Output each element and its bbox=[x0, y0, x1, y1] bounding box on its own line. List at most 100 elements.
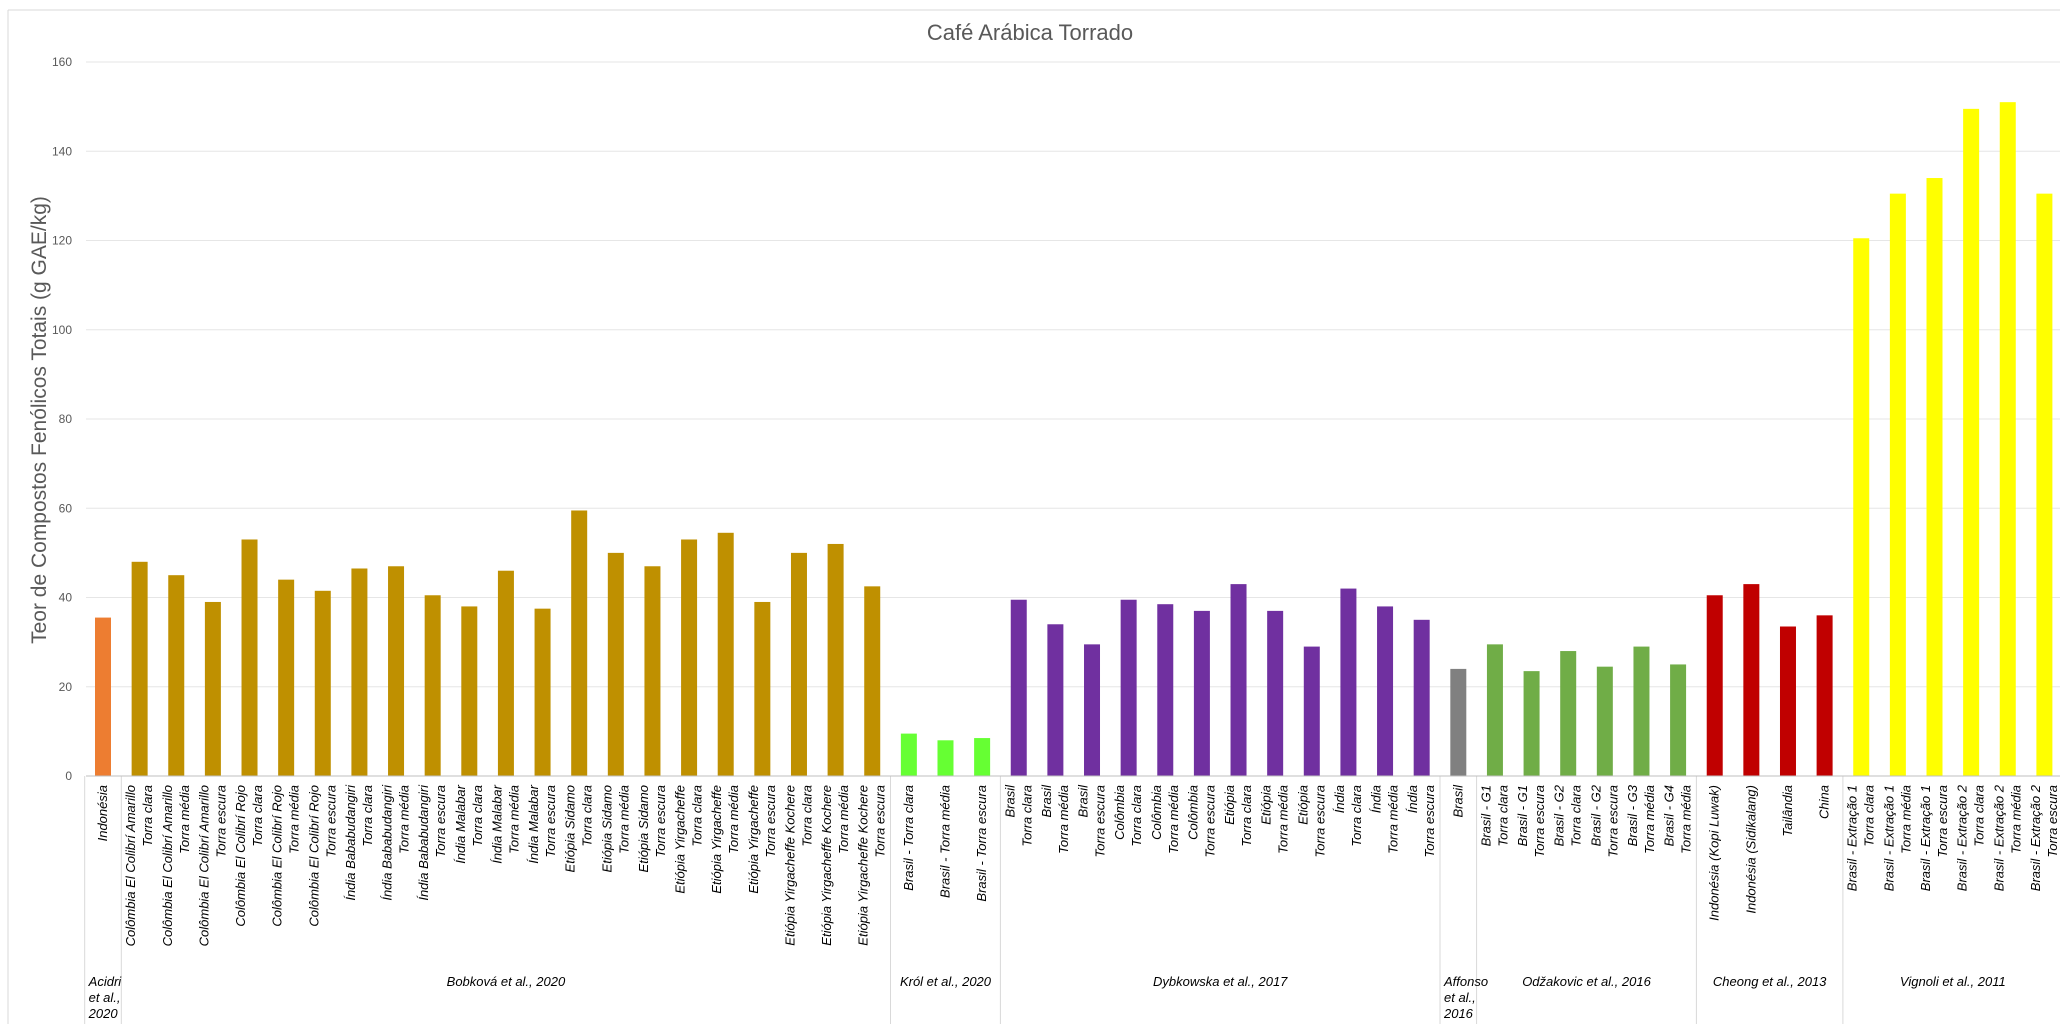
bar bbox=[1633, 646, 1650, 776]
x-tick-label: Etiópia Yirgacheffe bbox=[746, 785, 761, 894]
bar bbox=[1230, 584, 1247, 776]
bar bbox=[461, 606, 478, 776]
bar bbox=[644, 566, 661, 776]
x-tick-label: Brasil bbox=[1002, 784, 1017, 818]
x-tick-label: Torra média bbox=[616, 785, 631, 854]
x-tick-label: Brasil - G4 bbox=[1662, 785, 1677, 846]
bar bbox=[1816, 615, 1833, 776]
bar bbox=[1193, 610, 1210, 776]
group-label: Acidri bbox=[88, 974, 123, 989]
x-tick-label: Torra escura bbox=[543, 785, 558, 858]
x-tick-label: Torra escura bbox=[873, 785, 888, 858]
y-tick-label: 60 bbox=[59, 501, 73, 515]
bar bbox=[534, 608, 551, 776]
x-tick-label: Torra escura bbox=[1605, 785, 1620, 858]
x-tick-label: Etiópia Sidamo bbox=[636, 785, 651, 872]
bar bbox=[1743, 584, 1760, 776]
x-tick-label: Brasil - Extração 2 bbox=[1991, 784, 2006, 891]
bar bbox=[1120, 599, 1137, 776]
x-tick-label: Colômbia El Colibrí Rojo bbox=[270, 785, 285, 927]
bar bbox=[131, 561, 148, 776]
group-label: Dybkowska et al., 2017 bbox=[1153, 974, 1288, 989]
x-tick-label: Torra clara bbox=[1349, 785, 1364, 847]
y-tick-label: 160 bbox=[52, 55, 72, 69]
x-tick-label: Torra média bbox=[1276, 785, 1291, 854]
bar bbox=[1963, 108, 1980, 776]
y-tick-label: 120 bbox=[52, 234, 72, 248]
x-tick-label: Brasil bbox=[1039, 784, 1054, 818]
bar bbox=[900, 733, 917, 776]
x-tick-label: Colômbia bbox=[1149, 785, 1164, 840]
bar bbox=[1670, 664, 1687, 776]
x-tick-label: Torra média bbox=[1679, 785, 1694, 854]
bar bbox=[1779, 626, 1796, 776]
x-tick-label: Torra escura bbox=[323, 785, 338, 858]
x-tick-label: Etiópia Yirgacheffe Kochere bbox=[819, 785, 834, 946]
x-tick-label: Índia Bababudangiri bbox=[416, 784, 431, 901]
x-tick-label: Brasil - Extração 1 bbox=[1845, 785, 1860, 891]
bar bbox=[1157, 604, 1174, 776]
x-tick-label: Torra média bbox=[836, 785, 851, 854]
x-tick-label: Brasil bbox=[1076, 784, 1091, 818]
x-tick-label: Indonésia bbox=[95, 785, 110, 841]
x-tick-label: Índia Malabar bbox=[453, 784, 468, 863]
x-tick-label: Colômbia bbox=[1112, 785, 1127, 840]
group-label: Król et al., 2020 bbox=[900, 974, 992, 989]
x-tick-label: Índia Bababudangiri bbox=[380, 784, 395, 901]
bar bbox=[1340, 588, 1357, 776]
bar bbox=[1486, 644, 1503, 776]
y-tick-label: 80 bbox=[59, 412, 73, 426]
bar bbox=[974, 738, 991, 776]
x-tick-label: Colômbia El Colibrí Amarillo bbox=[123, 785, 138, 946]
x-tick-label: Torra clara bbox=[1239, 785, 1254, 847]
x-tick-label: Brasil - G3 bbox=[1625, 784, 1640, 846]
bar bbox=[681, 539, 698, 776]
bar bbox=[1303, 646, 1320, 776]
x-tick-label: Torra clara bbox=[799, 785, 814, 847]
x-tick-label: Etiópia bbox=[1259, 785, 1274, 825]
y-tick-label: 100 bbox=[52, 323, 72, 337]
x-tick-label: Brasil - G2 bbox=[1552, 784, 1567, 846]
bar bbox=[1889, 193, 1906, 777]
bar bbox=[388, 566, 405, 776]
x-tick-label: Torra escura bbox=[1202, 785, 1217, 858]
y-axis-label: Teor de Compostos Fenólicos Totais (g GA… bbox=[28, 196, 51, 644]
bar bbox=[1084, 644, 1101, 776]
x-tick-label: Brasil - Extração 1 bbox=[1881, 785, 1896, 891]
bar bbox=[351, 568, 368, 776]
x-tick-label: Índia Bababudangiri bbox=[343, 784, 358, 901]
x-tick-label: Etiópia Yirgacheffe Kochere bbox=[856, 785, 871, 946]
x-tick-label: Brasil - Torra média bbox=[937, 785, 952, 898]
chart-title: Café Arábica Torrado bbox=[926, 20, 1134, 45]
x-tick-label: Etiópia bbox=[1295, 785, 1310, 825]
x-tick-label: Torra escura bbox=[1935, 785, 1950, 858]
x-tick-label: Torra média bbox=[1386, 785, 1401, 854]
x-tick-label: Torra escura bbox=[213, 785, 228, 858]
x-tick-label: Brasil - Extração 2 bbox=[1955, 784, 1970, 891]
bar bbox=[1523, 671, 1540, 776]
x-tick-label: Torra clara bbox=[470, 785, 485, 847]
x-tick-label: Torra clara bbox=[1129, 785, 1144, 847]
bar bbox=[1010, 599, 1027, 776]
bar bbox=[168, 575, 185, 776]
y-tick-label: 140 bbox=[52, 144, 72, 158]
bar bbox=[497, 570, 514, 776]
y-tick-label: 40 bbox=[59, 591, 73, 605]
bar bbox=[790, 552, 807, 776]
bar bbox=[864, 586, 881, 776]
group-label: Odžakovic et al., 2016 bbox=[1522, 974, 1651, 989]
x-tick-label: Torra escura bbox=[433, 785, 448, 858]
bar bbox=[571, 510, 588, 776]
x-tick-label: Torra escura bbox=[2045, 785, 2060, 858]
x-tick-label: Indonésia (Sidikalang) bbox=[1743, 785, 1758, 914]
group-label: Vignoli et al., 2011 bbox=[1900, 974, 2006, 989]
bar bbox=[424, 595, 441, 776]
bar bbox=[1999, 102, 2016, 777]
y-tick-label: 0 bbox=[65, 769, 72, 783]
bar bbox=[1450, 668, 1467, 776]
bar bbox=[2036, 193, 2053, 777]
x-tick-label: Brasil - Torra escura bbox=[974, 785, 989, 902]
bar bbox=[607, 552, 624, 776]
x-tick-label: Torra média bbox=[2008, 785, 2023, 854]
bar bbox=[1706, 595, 1723, 776]
